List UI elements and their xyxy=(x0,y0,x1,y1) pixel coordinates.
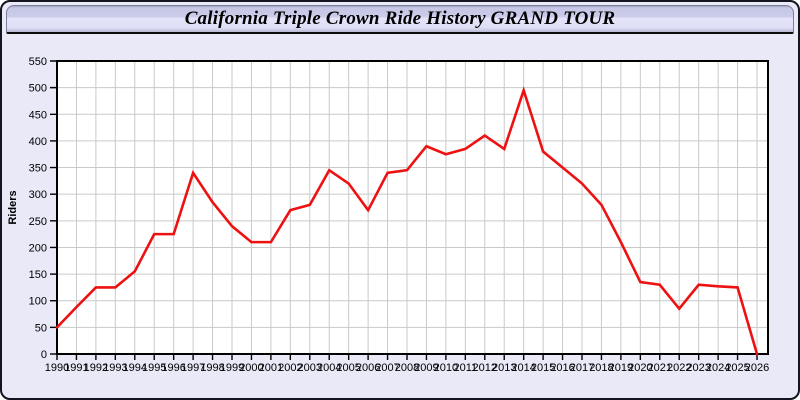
svg-text:1997: 1997 xyxy=(181,362,205,374)
svg-text:1998: 1998 xyxy=(200,362,224,374)
svg-text:450: 450 xyxy=(29,109,47,121)
svg-text:350: 350 xyxy=(29,163,47,175)
svg-text:2007: 2007 xyxy=(375,362,399,374)
svg-text:100: 100 xyxy=(29,296,47,308)
svg-text:2022: 2022 xyxy=(667,362,691,374)
svg-text:2014: 2014 xyxy=(511,362,535,374)
svg-text:200: 200 xyxy=(29,242,47,254)
chart-title: California Triple Crown Ride History GRA… xyxy=(184,8,616,29)
svg-text:250: 250 xyxy=(29,216,47,228)
svg-text:2024: 2024 xyxy=(706,362,730,374)
svg-text:2009: 2009 xyxy=(414,362,438,374)
svg-text:2023: 2023 xyxy=(686,362,710,374)
svg-text:2006: 2006 xyxy=(356,362,380,374)
svg-text:500: 500 xyxy=(29,83,47,95)
svg-text:2018: 2018 xyxy=(589,362,613,374)
svg-text:1999: 1999 xyxy=(220,362,244,374)
svg-text:2016: 2016 xyxy=(550,362,574,374)
svg-text:2002: 2002 xyxy=(278,362,302,374)
x-axis-labels: 1990199119921993199419951996199719981999… xyxy=(45,362,769,374)
svg-text:2017: 2017 xyxy=(570,362,594,374)
plot-area xyxy=(57,61,768,354)
svg-text:2003: 2003 xyxy=(298,362,322,374)
svg-text:50: 50 xyxy=(35,322,47,334)
svg-text:2026: 2026 xyxy=(745,362,769,374)
data-line xyxy=(55,86,759,356)
svg-text:2019: 2019 xyxy=(609,362,633,374)
svg-text:2011: 2011 xyxy=(454,362,478,374)
y-axis-title: Riders xyxy=(7,190,19,224)
svg-text:2010: 2010 xyxy=(434,362,458,374)
svg-text:2015: 2015 xyxy=(531,362,555,374)
svg-text:2012: 2012 xyxy=(473,362,497,374)
svg-text:2021: 2021 xyxy=(648,362,672,374)
plot-border xyxy=(56,60,769,355)
axis-ticks xyxy=(50,60,758,360)
svg-text:1994: 1994 xyxy=(123,362,147,374)
svg-text:2000: 2000 xyxy=(239,362,263,374)
svg-text:400: 400 xyxy=(29,136,47,148)
svg-text:2025: 2025 xyxy=(725,362,749,374)
svg-text:1991: 1991 xyxy=(64,362,88,374)
svg-text:300: 300 xyxy=(29,189,47,201)
svg-text:0: 0 xyxy=(41,349,47,361)
title-bar: California Triple Crown Ride History GRA… xyxy=(6,5,794,34)
svg-text:550: 550 xyxy=(29,56,47,68)
svg-text:150: 150 xyxy=(29,269,47,281)
svg-text:2013: 2013 xyxy=(492,362,516,374)
svg-text:2020: 2020 xyxy=(628,362,652,374)
svg-text:1995: 1995 xyxy=(142,362,166,374)
svg-text:1996: 1996 xyxy=(161,362,185,374)
svg-text:2001: 2001 xyxy=(259,362,283,374)
svg-text:1990: 1990 xyxy=(45,362,69,374)
gridlines xyxy=(57,61,768,354)
ride-history-chart: 0501001502002503003504004505005501990199… xyxy=(7,56,769,374)
svg-text:2005: 2005 xyxy=(336,362,360,374)
svg-text:1993: 1993 xyxy=(103,362,127,374)
svg-text:2004: 2004 xyxy=(317,362,341,374)
y-axis-labels: 0 50 100 150 200 250 300 350 400 450 500 550 xyxy=(29,56,47,361)
svg-text:1992: 1992 xyxy=(84,362,108,374)
svg-text:2008: 2008 xyxy=(395,362,419,374)
